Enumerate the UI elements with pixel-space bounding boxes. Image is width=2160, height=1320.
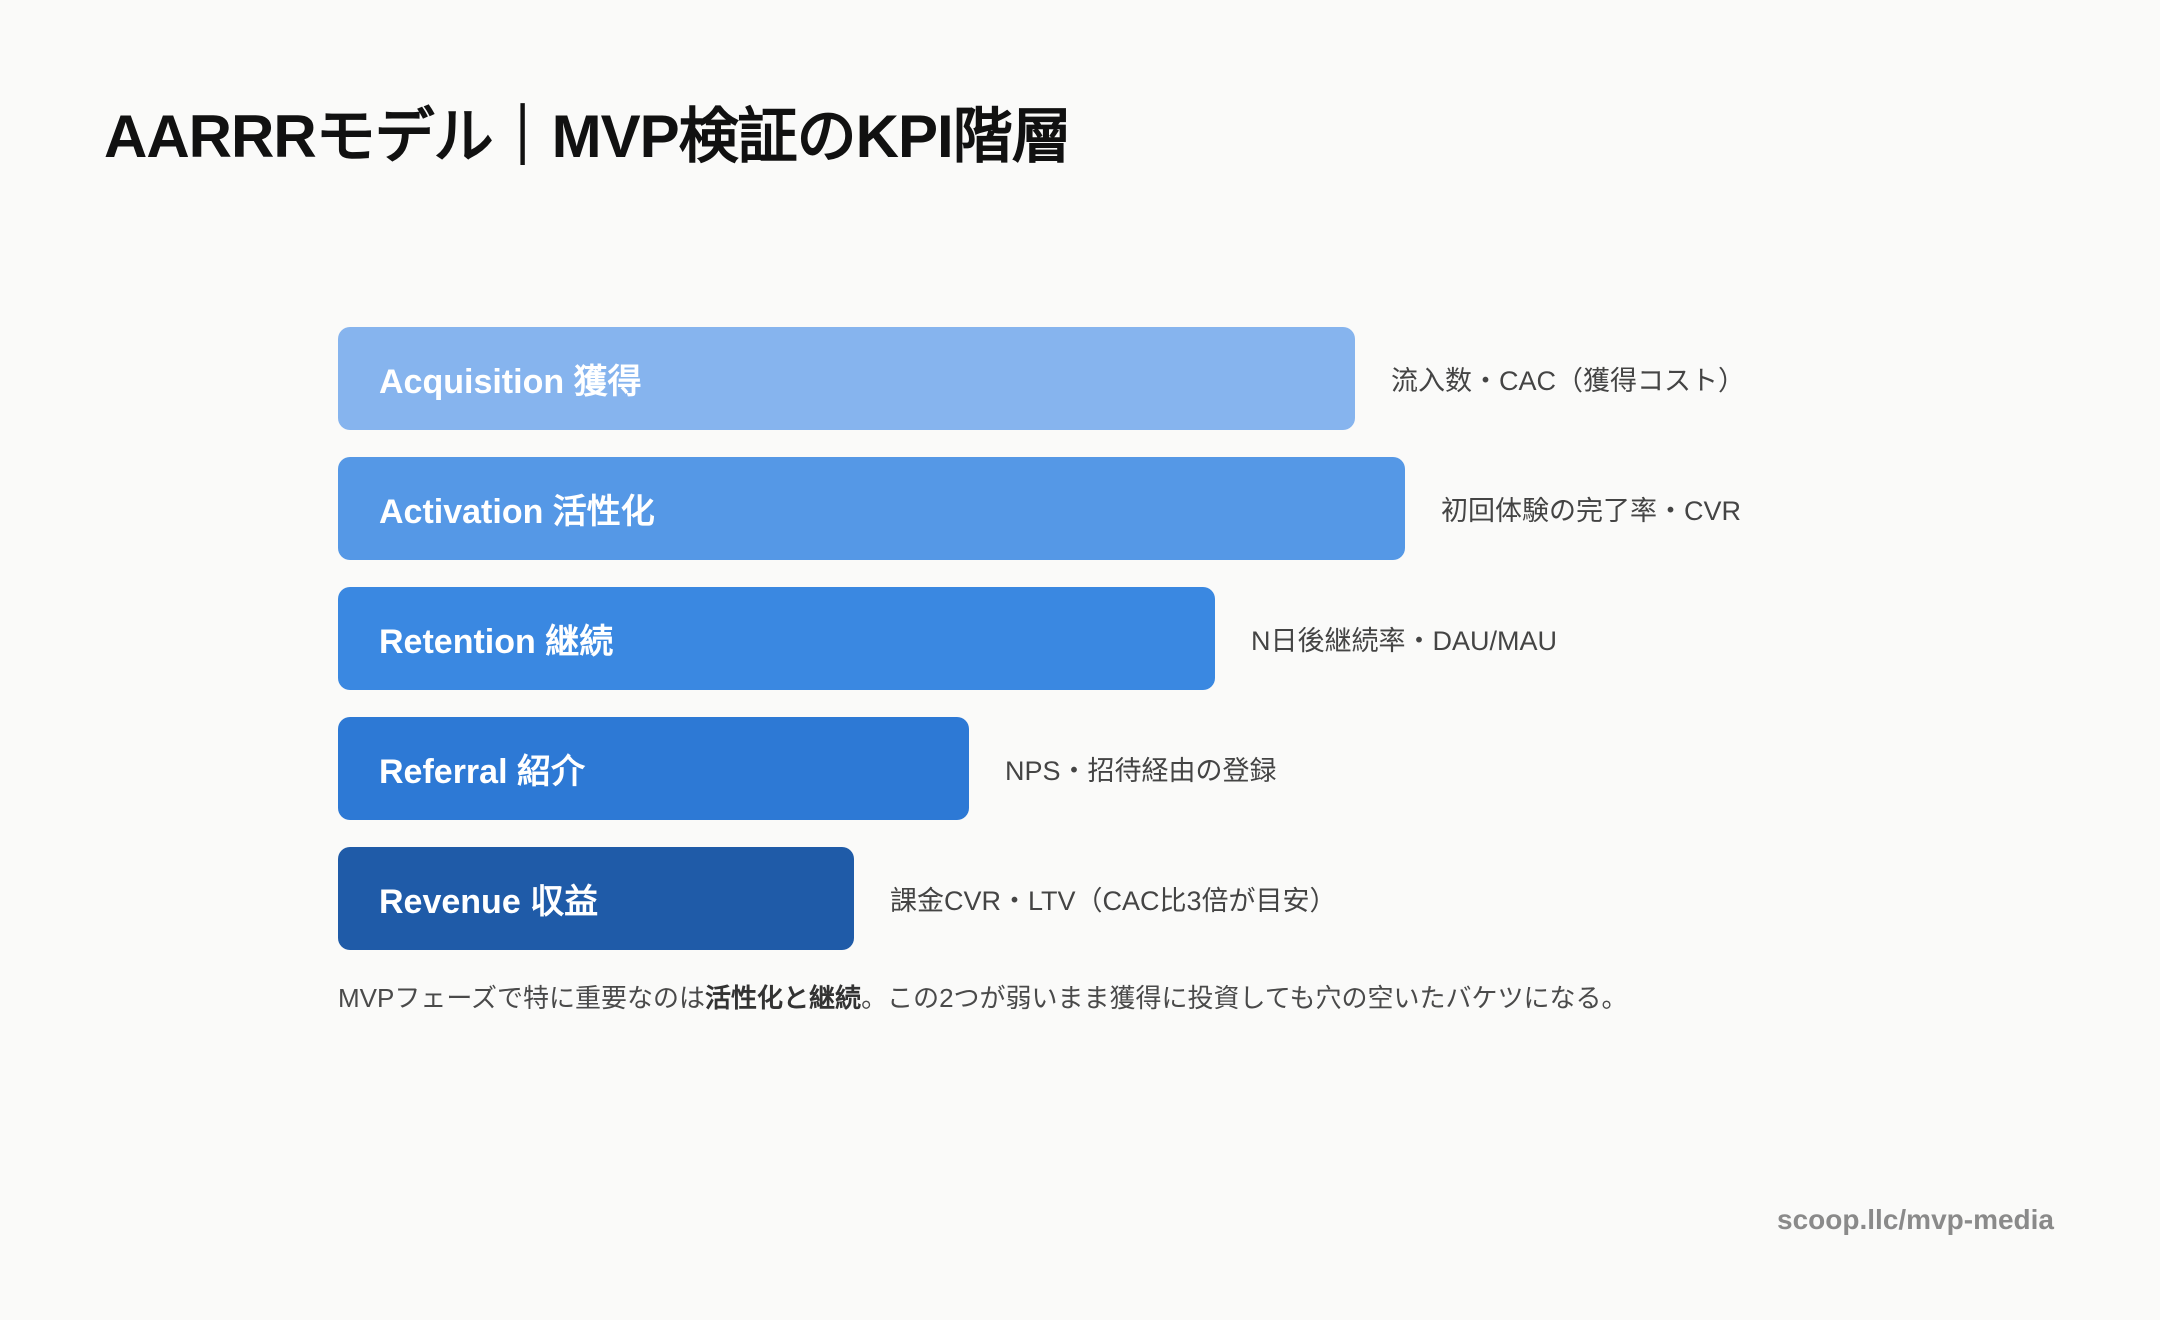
stage-label-retention: Retention 継続 bbox=[379, 623, 614, 661]
stage-revenue: Revenue 収益 課金CVR・LTV（CAC比3倍が目安） bbox=[338, 847, 1337, 950]
note-prefix: MVPフェーズで特に重要なのは bbox=[338, 983, 706, 1013]
stage-metric-acquisition: 流入数・CAC（獲得コスト） bbox=[1391, 366, 1746, 396]
stage-metric-referral: NPS・招待経由の登録 bbox=[1005, 756, 1277, 786]
stage-retention: Retention 継続 N日後継続率・DAU/MAU bbox=[338, 587, 1557, 690]
note-emphasis: 活性化と継続 bbox=[705, 983, 862, 1013]
stage-metric-revenue: 課金CVR・LTV（CAC比3倍が目安） bbox=[890, 886, 1337, 916]
stage-label-activation: Activation 活性化 bbox=[379, 493, 655, 531]
stage-activation: Activation 活性化 初回体験の完了率・CVR bbox=[338, 457, 1741, 560]
stage-acquisition: Acquisition 獲得 流入数・CAC（獲得コスト） bbox=[338, 327, 1745, 430]
stage-label-referral: Referral 紹介 bbox=[379, 753, 585, 791]
stage-label-revenue: Revenue 収益 bbox=[379, 883, 599, 921]
note-suffix: 。この2つが弱いまま獲得に投資しても穴の空いたバケツになる。 bbox=[861, 983, 1628, 1013]
stage-bar-referral: Referral 紹介 bbox=[338, 717, 969, 820]
summary-note: MVPフェーズで特に重要なのは活性化と継続。この2つが弱いまま獲得に投資しても穴… bbox=[338, 978, 1627, 1015]
stage-bar-acquisition: Acquisition 獲得 bbox=[338, 327, 1355, 430]
stage-label-acquisition: Acquisition 獲得 bbox=[379, 363, 642, 401]
stage-bar-retention: Retention 継続 bbox=[338, 587, 1215, 690]
stage-metric-retention: N日後継続率・DAU/MAU bbox=[1251, 626, 1558, 656]
stage-bar-activation: Activation 活性化 bbox=[338, 457, 1405, 560]
page-title: AARRRモデル｜MVP検証のKPI階層 bbox=[104, 103, 1072, 170]
stage-bar-revenue: Revenue 収益 bbox=[338, 847, 854, 950]
source-credit: scoop.llc/mvp-media bbox=[1777, 1204, 2054, 1235]
stage-referral: Referral 紹介 NPS・招待経由の登録 bbox=[338, 717, 1277, 820]
stage-metric-activation: 初回体験の完了率・CVR bbox=[1441, 496, 1742, 526]
